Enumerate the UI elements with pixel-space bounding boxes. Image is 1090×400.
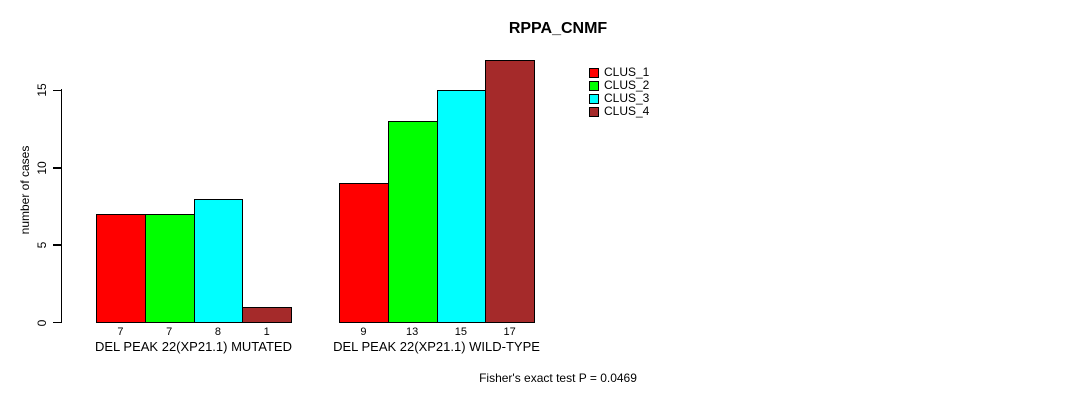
bar-clus-3-group2 — [436, 90, 487, 324]
y-axis-tick-label: 0 — [35, 319, 49, 326]
bar-value-label: 17 — [503, 326, 516, 338]
bar-value-label: 8 — [214, 326, 221, 338]
y-axis-line — [60, 89, 62, 323]
y-axis-tick — [52, 321, 61, 324]
legend-label: CLUS_4 — [604, 104, 650, 118]
bar-value-label: 1 — [263, 326, 270, 338]
y-axis-title: number of cases — [18, 145, 32, 235]
bar-clus-4-group2 — [485, 59, 535, 324]
bar-value-label: 7 — [166, 326, 173, 338]
legend-swatch-clus_4 — [589, 106, 599, 117]
bar-value-label: 7 — [117, 326, 124, 338]
y-axis-tick — [52, 89, 61, 92]
legend-label: CLUS_3 — [604, 91, 650, 105]
y-axis-tick — [52, 244, 61, 246]
y-axis-tick — [52, 167, 61, 169]
bar-clus-2-group2 — [387, 121, 438, 324]
legend-swatch-clus_3 — [589, 93, 599, 104]
chart-title: RPPA_CNMF — [508, 20, 608, 37]
legend-item: CLUS_2 — [589, 79, 649, 92]
y-axis-tick-label: 5 — [35, 241, 49, 249]
group-label: DEL PEAK 22(XP21.1) WILD-TYPE — [333, 339, 540, 354]
bar-clus-1-group2 — [339, 183, 389, 324]
legend-label: CLUS_2 — [604, 78, 650, 92]
y-axis-tick-label: 15 — [35, 83, 49, 98]
legend-item: CLUS_3 — [589, 92, 649, 105]
bar-value-label: 15 — [454, 326, 467, 338]
legend-item: CLUS_4 — [589, 105, 649, 118]
legend: CLUS_1 CLUS_2 CLUS_3 CLUS_4 — [589, 66, 649, 118]
bar-clus-4-group1 — [242, 307, 292, 324]
bar-clus-1-group1 — [96, 214, 146, 324]
bar-clus-3-group1 — [193, 198, 244, 324]
legend-item: CLUS_1 — [589, 66, 649, 79]
bar-value-label: 9 — [360, 326, 367, 338]
group-label: DEL PEAK 22(XP21.1) MUTATED — [95, 339, 292, 354]
stat-annotation: Fisher's exact test P = 0.0469 — [479, 371, 637, 385]
legend-swatch-clus_2 — [589, 80, 599, 91]
legend-label: CLUS_1 — [604, 65, 650, 79]
y-axis-tick-label: 10 — [35, 161, 49, 175]
bar-value-label: 13 — [406, 326, 419, 338]
legend-swatch-clus_1 — [589, 67, 599, 78]
bar-clus-2-group1 — [144, 214, 195, 324]
